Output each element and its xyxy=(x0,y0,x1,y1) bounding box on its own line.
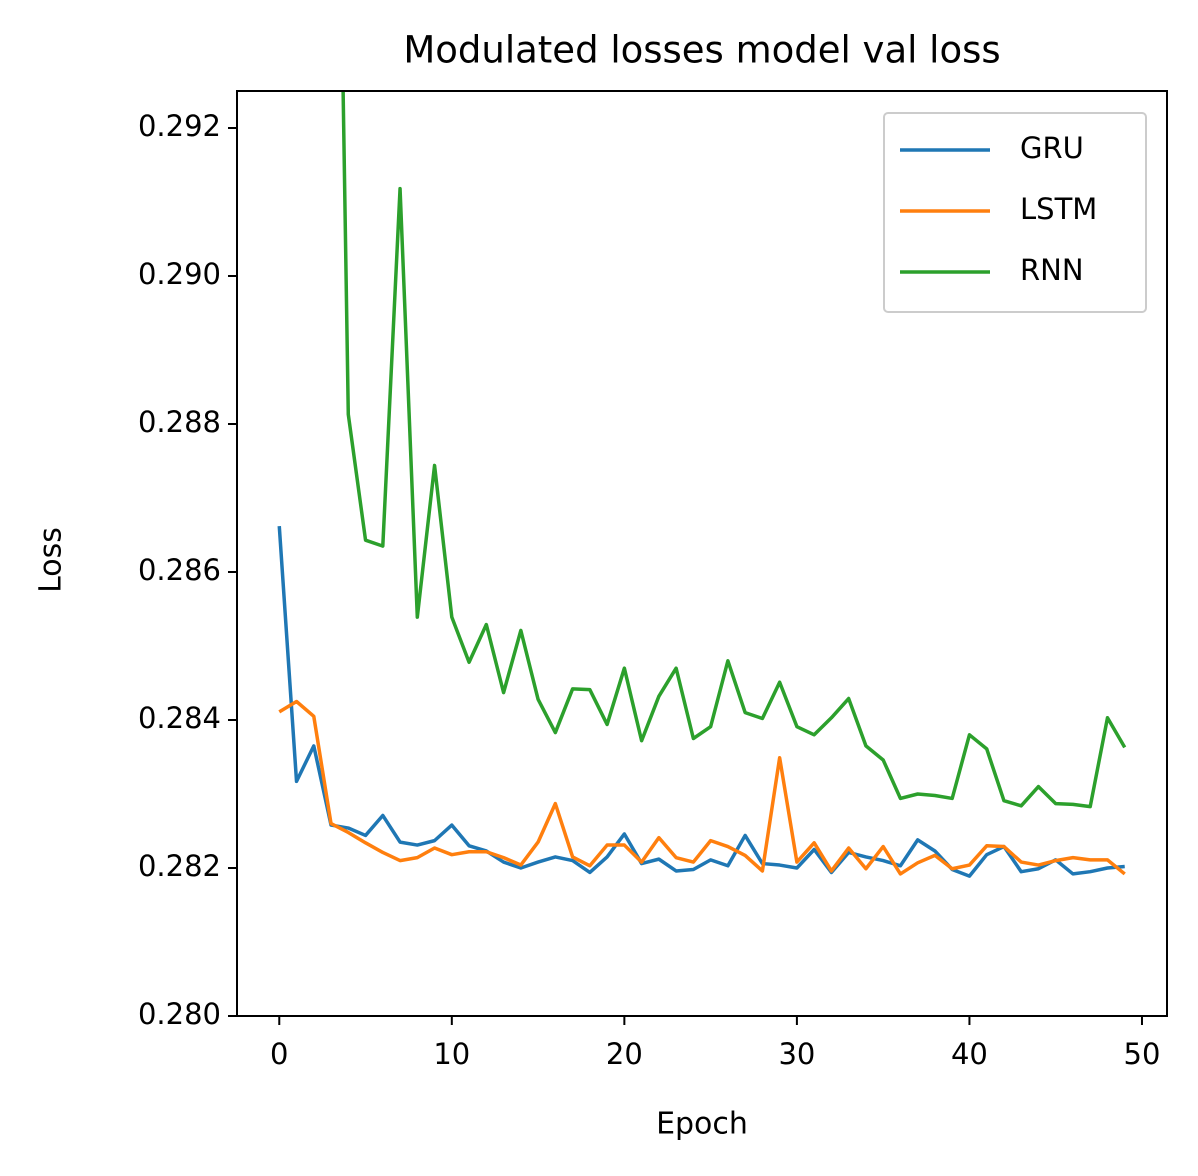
legend-label: RNN xyxy=(1020,253,1084,287)
y-tick-label: 0.286 xyxy=(138,553,221,587)
axes-frame xyxy=(236,90,1168,1017)
y-tick-label: 0.280 xyxy=(138,997,221,1031)
plot-area xyxy=(277,91,1127,878)
y-axis-label: Loss xyxy=(34,527,69,593)
series-line xyxy=(278,699,1126,876)
legend-label: GRU xyxy=(1020,131,1084,165)
legend-box xyxy=(883,112,1147,313)
x-tick-label: 50 xyxy=(1124,1037,1161,1071)
legend-label: LSTM xyxy=(1020,192,1097,226)
x-tick-label: 0 xyxy=(270,1037,288,1071)
series-line xyxy=(277,526,1125,878)
y-tick-label: 0.290 xyxy=(138,257,221,291)
y-tick-label: 0.282 xyxy=(138,849,221,883)
x-tick-label: 20 xyxy=(606,1037,643,1071)
y-tick-label: 0.292 xyxy=(138,109,221,143)
series-line xyxy=(341,91,1127,809)
x-tick-label: 10 xyxy=(433,1037,470,1071)
x-tick-label: 30 xyxy=(778,1037,815,1071)
chart-title: Modulated losses model val loss xyxy=(403,29,1000,72)
y-tick-label: 0.284 xyxy=(138,701,221,735)
y-tick-label: 0.288 xyxy=(138,405,221,439)
x-tick-label: 40 xyxy=(951,1037,988,1071)
x-axis-label: Epoch xyxy=(656,1107,748,1142)
